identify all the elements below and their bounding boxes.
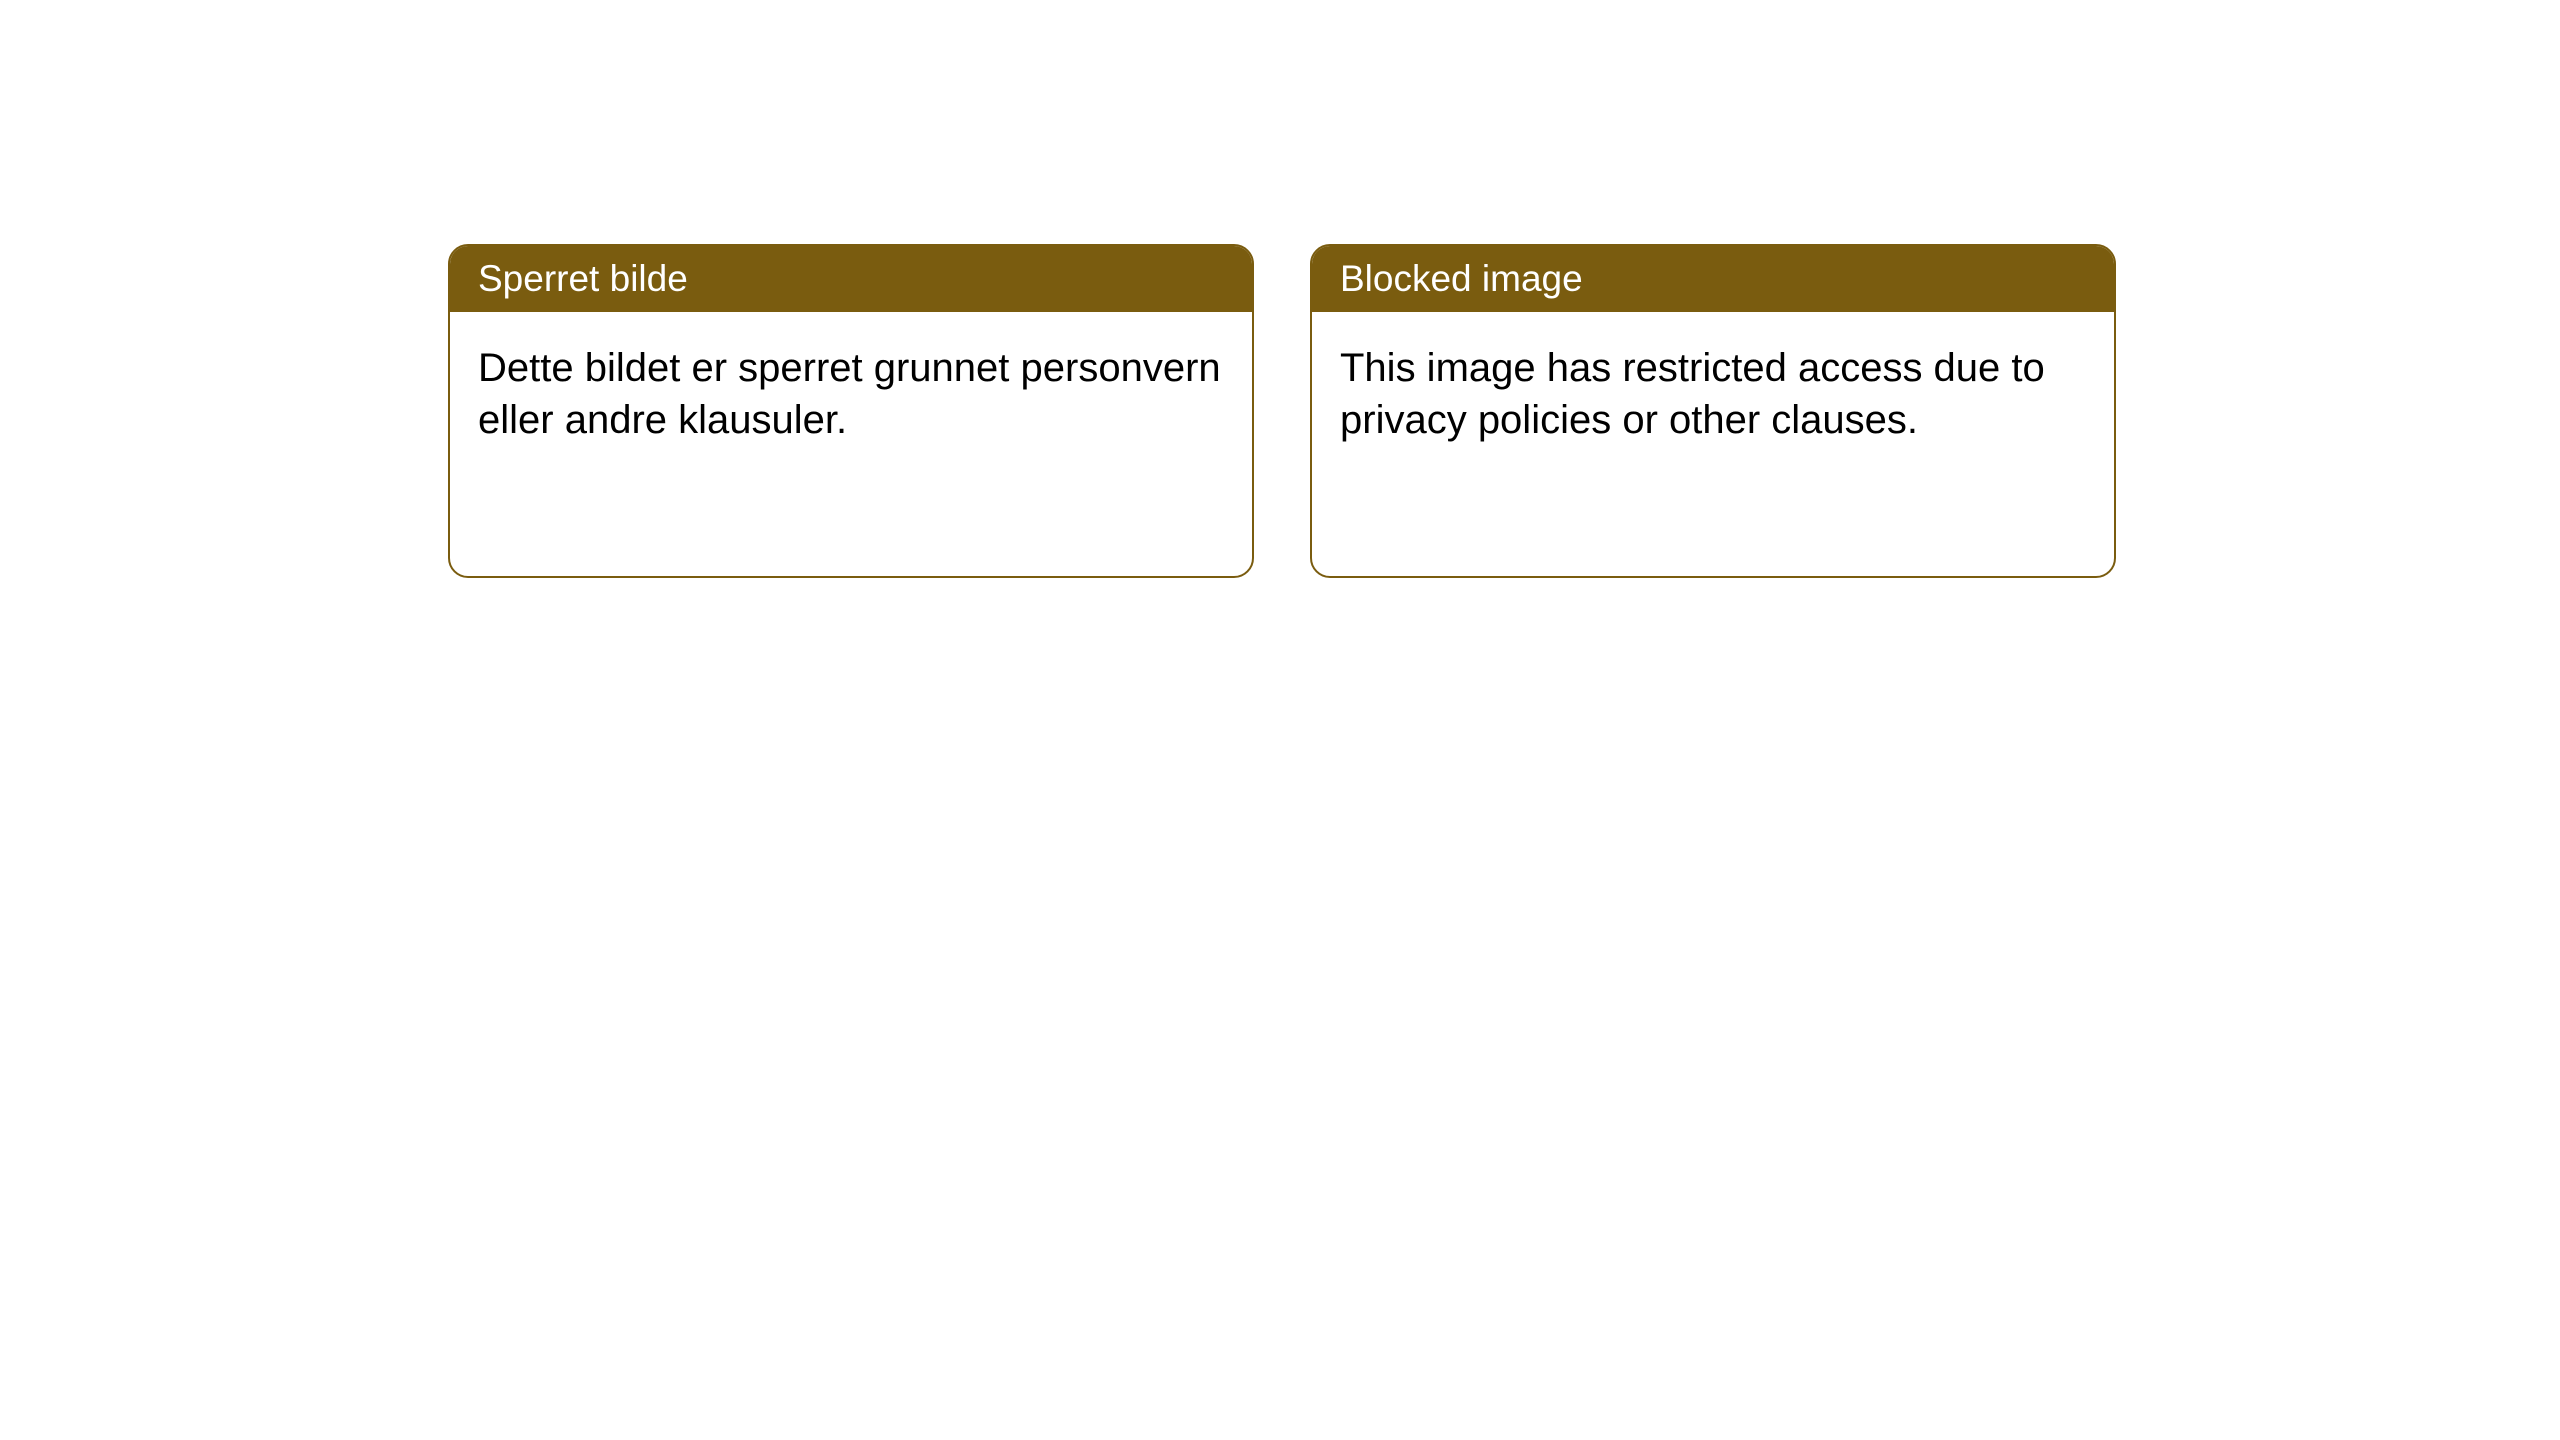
card-container: Sperret bilde Dette bildet er sperret gr… — [0, 0, 2560, 578]
card-title: Sperret bilde — [478, 258, 688, 299]
notice-card-english: Blocked image This image has restricted … — [1310, 244, 2116, 578]
card-header: Sperret bilde — [450, 246, 1252, 312]
card-title: Blocked image — [1340, 258, 1583, 299]
card-header: Blocked image — [1312, 246, 2114, 312]
card-body-text: Dette bildet er sperret grunnet personve… — [478, 346, 1221, 442]
card-body-text: This image has restricted access due to … — [1340, 346, 2045, 442]
card-body: This image has restricted access due to … — [1312, 312, 2114, 476]
notice-card-norwegian: Sperret bilde Dette bildet er sperret gr… — [448, 244, 1254, 578]
card-body: Dette bildet er sperret grunnet personve… — [450, 312, 1252, 476]
